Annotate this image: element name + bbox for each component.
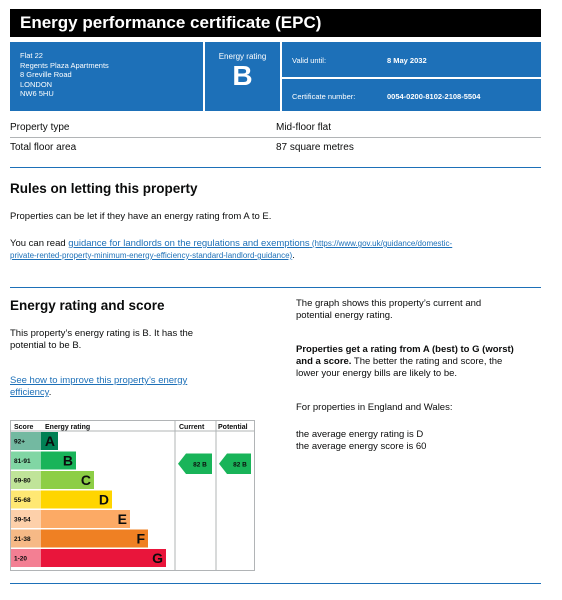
energy-rating-label: Energy rating bbox=[218, 52, 267, 61]
band-bar-b bbox=[41, 451, 76, 470]
address-line: Regents Plaza Apartments bbox=[20, 60, 109, 70]
energy-rating-heading: Energy rating and score bbox=[10, 298, 165, 313]
section-divider bbox=[10, 287, 541, 288]
letting-guidance-paragraph: You can read guidance for landlords on t… bbox=[10, 238, 550, 262]
rating-paragraph-line: This property’s energy rating is B. It h… bbox=[10, 328, 194, 339]
address-line: 8 Greville Road bbox=[20, 70, 72, 79]
rating-explanation-bold-end: and a score. bbox=[296, 356, 352, 367]
band-score-range: 55-68 bbox=[14, 497, 31, 504]
band-letter-f: F bbox=[136, 531, 145, 547]
rating-explanation-rest: The better the rating and score, the bbox=[351, 356, 503, 367]
average-score: the average energy score is 60 bbox=[296, 441, 427, 452]
band-score-cell bbox=[11, 529, 41, 548]
current-rating-label: 82 B bbox=[193, 461, 207, 468]
guidance-prefix: You can read bbox=[10, 238, 69, 249]
floor-area-value: 87 square metres bbox=[276, 142, 354, 153]
potential-rating-arrow bbox=[219, 453, 251, 474]
average-rating: the average energy rating is D bbox=[296, 429, 424, 440]
band-score-range: 81-91 bbox=[14, 458, 31, 465]
guidance-url-link-continued[interactable]: private-rented-property-minimum-energy-e… bbox=[10, 251, 293, 260]
address-line: Flat 22 bbox=[20, 51, 43, 60]
valid-until-value: 8 May 2032 bbox=[387, 56, 427, 65]
energy-rating-chart-svg: Score Energy rating Current Potential 92+ A 81… bbox=[11, 421, 254, 570]
potential-rating-label: 82 B bbox=[233, 461, 247, 468]
improve-efficiency-paragraph: See how to improve this property’s energ… bbox=[10, 375, 187, 399]
band-letter-e: E bbox=[118, 511, 127, 527]
band-letter-d: D bbox=[99, 492, 109, 508]
floor-area-label: Total floor area bbox=[10, 142, 77, 153]
band-bar-a bbox=[41, 432, 58, 450]
guidance-link[interactable]: guidance for landlords on the regulation… bbox=[68, 238, 310, 249]
band-score-cell bbox=[11, 432, 41, 450]
link-suffix: . bbox=[48, 387, 52, 398]
band-bar-c bbox=[41, 471, 94, 489]
band-score-range: 39-54 bbox=[14, 517, 31, 524]
band-score-range: 69-80 bbox=[14, 478, 31, 485]
valid-until-panel: Valid until: 8 May 2032 bbox=[282, 42, 541, 77]
letting-heading: Rules on letting this property bbox=[10, 181, 198, 196]
energy-rating-chart: Score Energy rating Current Potential 92+ A 81… bbox=[10, 420, 255, 571]
band-letter-b: B bbox=[63, 453, 73, 469]
address-panel: Flat 22 Regents Plaza Apartments 8 Grevi… bbox=[10, 42, 203, 111]
rating-explanation-bold: Properties get a rating from A (best) to… bbox=[296, 344, 514, 355]
band-score-range: 1-20 bbox=[14, 556, 27, 563]
header-energy-rating: Energy rating bbox=[45, 424, 90, 431]
graph-description: The graph shows this property’s current … bbox=[296, 298, 481, 322]
band-bar-f bbox=[41, 529, 148, 548]
band-score-cell bbox=[11, 471, 41, 489]
improve-efficiency-link[interactable]: See how to improve this property’s energ… bbox=[10, 375, 188, 386]
letting-paragraph: Properties can be let if they have an en… bbox=[10, 211, 272, 222]
improve-efficiency-link-continued[interactable]: efficiency bbox=[10, 387, 49, 398]
energy-rating-panel: Energy rating B bbox=[205, 42, 280, 111]
rating-paragraph-line: potential to be B. bbox=[10, 340, 82, 351]
address-line: LONDON bbox=[20, 79, 53, 89]
band-bar-e bbox=[41, 510, 130, 528]
averages: the average energy rating is D the avera… bbox=[296, 429, 426, 453]
header-current: Current bbox=[179, 424, 205, 431]
band-letter-a: A bbox=[45, 433, 55, 449]
england-wales-intro: For properties in England and Wales: bbox=[296, 402, 453, 413]
section-divider bbox=[10, 583, 541, 584]
band-bar-g bbox=[41, 549, 166, 567]
header-score: Score bbox=[14, 424, 34, 431]
certificate-number-panel: Certificate number: 0054-0200-8102-2108-… bbox=[282, 79, 541, 111]
divider bbox=[10, 137, 541, 138]
graph-description-line: The graph shows this property’s current … bbox=[296, 298, 482, 309]
band-score-cell bbox=[11, 490, 41, 509]
certificate-number-label: Certificate number: bbox=[292, 92, 356, 101]
band-score-range: 21-38 bbox=[14, 536, 31, 543]
section-divider bbox=[10, 167, 541, 168]
page-title: Energy performance certificate (EPC) bbox=[10, 9, 541, 37]
band-bar-d bbox=[41, 490, 112, 509]
property-type-label: Property type bbox=[10, 122, 70, 133]
rating-paragraph: This property’s energy rating is B. It h… bbox=[10, 328, 193, 352]
valid-until-label: Valid until: bbox=[292, 56, 327, 65]
band-score-cell bbox=[11, 510, 41, 528]
rating-explanation: Properties get a rating from A (best) to… bbox=[296, 344, 514, 380]
band-score-cell bbox=[11, 451, 41, 470]
certificate-number-value: 0054-0200-8102-2108-5504 bbox=[387, 92, 481, 101]
address-line: NW6 5HU bbox=[20, 89, 54, 98]
header-potential: Potential bbox=[218, 424, 248, 431]
band-score-range: 92+ bbox=[14, 439, 25, 446]
current-rating-arrow bbox=[178, 453, 212, 474]
graph-description-line: potential energy rating. bbox=[296, 310, 393, 321]
rating-explanation-line: lower your energy bills are likely to be… bbox=[296, 368, 458, 379]
property-type-value: Mid-floor flat bbox=[276, 122, 332, 133]
energy-rating-value: B bbox=[232, 60, 253, 91]
guidance-suffix: . bbox=[292, 250, 295, 261]
band-letter-c: C bbox=[81, 472, 91, 488]
band-score-cell bbox=[11, 549, 41, 567]
band-letter-g: G bbox=[152, 550, 163, 566]
guidance-url-link[interactable]: (https://www.gov.uk/guidance/domestic- bbox=[309, 239, 453, 248]
